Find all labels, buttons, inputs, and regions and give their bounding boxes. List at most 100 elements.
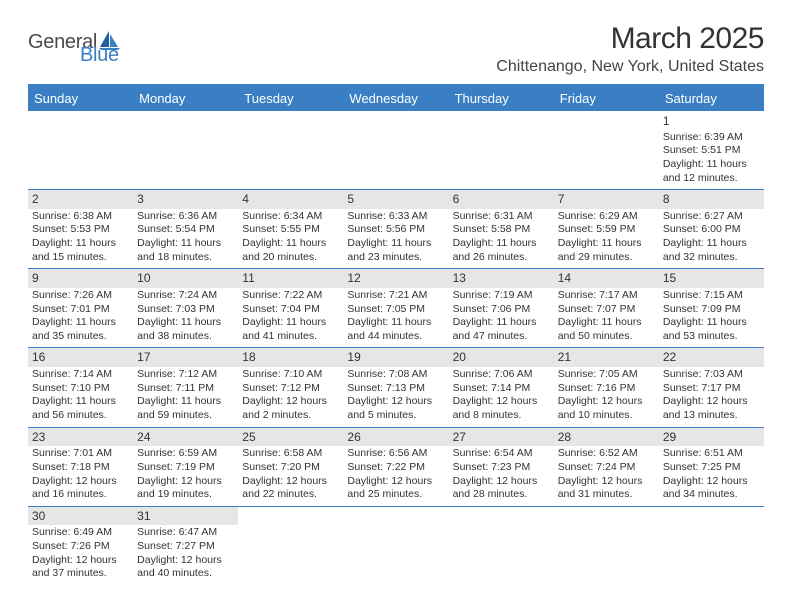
day-number: 25 — [238, 428, 343, 447]
daylight-line: Daylight: 12 hours and 19 minutes. — [137, 475, 234, 502]
sunrise-line: Sunrise: 7:12 AM — [137, 368, 234, 382]
sunset-line: Sunset: 5:56 PM — [347, 223, 444, 237]
day-number: 20 — [449, 348, 554, 367]
day-number: 10 — [133, 269, 238, 288]
day-number: 21 — [554, 348, 659, 367]
calendar-cell: 10Sunrise: 7:24 AMSunset: 7:03 PMDayligh… — [133, 269, 238, 348]
day-number: 24 — [133, 428, 238, 447]
calendar-cell: 18Sunrise: 7:10 AMSunset: 7:12 PMDayligh… — [238, 348, 343, 427]
day-info: Sunrise: 7:03 AMSunset: 7:17 PMDaylight:… — [663, 368, 760, 423]
sunrise-line: Sunrise: 6:59 AM — [137, 447, 234, 461]
sunrise-line: Sunrise: 7:05 AM — [558, 368, 655, 382]
daylight-line: Daylight: 11 hours and 15 minutes. — [32, 237, 129, 264]
day-info: Sunrise: 6:27 AMSunset: 6:00 PMDaylight:… — [663, 210, 760, 265]
sunset-line: Sunset: 7:23 PM — [453, 461, 550, 475]
weekday-header: Wednesday — [343, 85, 448, 111]
day-number: 8 — [659, 190, 764, 209]
sunset-line: Sunset: 5:53 PM — [32, 223, 129, 237]
day-number: 22 — [659, 348, 764, 367]
sunset-line: Sunset: 7:20 PM — [242, 461, 339, 475]
day-number: 23 — [28, 428, 133, 447]
calendar-cell: 22Sunrise: 7:03 AMSunset: 7:17 PMDayligh… — [659, 348, 764, 427]
calendar-cell — [659, 506, 764, 585]
sunrise-line: Sunrise: 6:47 AM — [137, 526, 234, 540]
day-info: Sunrise: 7:21 AMSunset: 7:05 PMDaylight:… — [347, 289, 444, 344]
calendar-cell: 28Sunrise: 6:52 AMSunset: 7:24 PMDayligh… — [554, 427, 659, 506]
weekday-header: Friday — [554, 85, 659, 111]
calendar-cell: 11Sunrise: 7:22 AMSunset: 7:04 PMDayligh… — [238, 269, 343, 348]
calendar-cell: 4Sunrise: 6:34 AMSunset: 5:55 PMDaylight… — [238, 190, 343, 269]
sunrise-line: Sunrise: 6:33 AM — [347, 210, 444, 224]
day-info: Sunrise: 7:15 AMSunset: 7:09 PMDaylight:… — [663, 289, 760, 344]
day-info: Sunrise: 6:33 AMSunset: 5:56 PMDaylight:… — [347, 210, 444, 265]
sunrise-line: Sunrise: 7:14 AM — [32, 368, 129, 382]
calendar-cell: 12Sunrise: 7:21 AMSunset: 7:05 PMDayligh… — [343, 269, 448, 348]
daylight-line: Daylight: 12 hours and 16 minutes. — [32, 475, 129, 502]
sunrise-line: Sunrise: 7:08 AM — [347, 368, 444, 382]
daylight-line: Daylight: 11 hours and 50 minutes. — [558, 316, 655, 343]
day-info: Sunrise: 6:52 AMSunset: 7:24 PMDaylight:… — [558, 447, 655, 502]
calendar-cell — [343, 506, 448, 585]
sunrise-line: Sunrise: 6:34 AM — [242, 210, 339, 224]
day-info: Sunrise: 7:10 AMSunset: 7:12 PMDaylight:… — [242, 368, 339, 423]
sunrise-line: Sunrise: 7:24 AM — [137, 289, 234, 303]
daylight-line: Daylight: 12 hours and 13 minutes. — [663, 395, 760, 422]
sunset-line: Sunset: 7:06 PM — [453, 303, 550, 317]
sunrise-line: Sunrise: 7:10 AM — [242, 368, 339, 382]
calendar-cell: 25Sunrise: 6:58 AMSunset: 7:20 PMDayligh… — [238, 427, 343, 506]
sunrise-line: Sunrise: 7:21 AM — [347, 289, 444, 303]
daylight-line: Daylight: 11 hours and 32 minutes. — [663, 237, 760, 264]
daylight-line: Daylight: 11 hours and 29 minutes. — [558, 237, 655, 264]
day-info: Sunrise: 7:19 AMSunset: 7:06 PMDaylight:… — [453, 289, 550, 344]
day-info: Sunrise: 7:01 AMSunset: 7:18 PMDaylight:… — [32, 447, 129, 502]
sunset-line: Sunset: 5:55 PM — [242, 223, 339, 237]
calendar-cell: 15Sunrise: 7:15 AMSunset: 7:09 PMDayligh… — [659, 269, 764, 348]
sunrise-line: Sunrise: 6:52 AM — [558, 447, 655, 461]
sunrise-line: Sunrise: 6:36 AM — [137, 210, 234, 224]
day-number: 16 — [28, 348, 133, 367]
daylight-line: Daylight: 11 hours and 53 minutes. — [663, 316, 760, 343]
sunrise-line: Sunrise: 6:39 AM — [663, 131, 760, 145]
sunset-line: Sunset: 5:58 PM — [453, 223, 550, 237]
calendar-cell: 26Sunrise: 6:56 AMSunset: 7:22 PMDayligh… — [343, 427, 448, 506]
daylight-line: Daylight: 12 hours and 2 minutes. — [242, 395, 339, 422]
day-info: Sunrise: 7:05 AMSunset: 7:16 PMDaylight:… — [558, 368, 655, 423]
sunset-line: Sunset: 7:12 PM — [242, 382, 339, 396]
day-number: 18 — [238, 348, 343, 367]
day-number: 27 — [449, 428, 554, 447]
sunrise-line: Sunrise: 7:19 AM — [453, 289, 550, 303]
day-number: 12 — [343, 269, 448, 288]
calendar-header-row: Sunday Monday Tuesday Wednesday Thursday… — [28, 85, 764, 111]
calendar-cell — [238, 506, 343, 585]
day-info: Sunrise: 6:29 AMSunset: 5:59 PMDaylight:… — [558, 210, 655, 265]
sunset-line: Sunset: 7:25 PM — [663, 461, 760, 475]
calendar-cell: 27Sunrise: 6:54 AMSunset: 7:23 PMDayligh… — [449, 427, 554, 506]
title-block: March 2025 Chittenango, New York, United… — [496, 22, 764, 76]
sunset-line: Sunset: 7:24 PM — [558, 461, 655, 475]
day-number: 29 — [659, 428, 764, 447]
sunset-line: Sunset: 7:09 PM — [663, 303, 760, 317]
calendar-cell: 19Sunrise: 7:08 AMSunset: 7:13 PMDayligh… — [343, 348, 448, 427]
calendar-row: 9Sunrise: 7:26 AMSunset: 7:01 PMDaylight… — [28, 269, 764, 348]
calendar-cell: 1Sunrise: 6:39 AMSunset: 5:51 PMDaylight… — [659, 111, 764, 190]
day-number: 4 — [238, 190, 343, 209]
day-number: 1 — [663, 114, 760, 130]
sunset-line: Sunset: 6:00 PM — [663, 223, 760, 237]
daylight-line: Daylight: 11 hours and 59 minutes. — [137, 395, 234, 422]
sunset-line: Sunset: 7:19 PM — [137, 461, 234, 475]
sunset-line: Sunset: 7:22 PM — [347, 461, 444, 475]
day-info: Sunrise: 6:51 AMSunset: 7:25 PMDaylight:… — [663, 447, 760, 502]
calendar-cell: 17Sunrise: 7:12 AMSunset: 7:11 PMDayligh… — [133, 348, 238, 427]
day-info: Sunrise: 6:58 AMSunset: 7:20 PMDaylight:… — [242, 447, 339, 502]
day-number: 2 — [28, 190, 133, 209]
brand-blue: Blue — [80, 44, 119, 66]
daylight-line: Daylight: 11 hours and 38 minutes. — [137, 316, 234, 343]
daylight-line: Daylight: 11 hours and 23 minutes. — [347, 237, 444, 264]
daylight-line: Daylight: 11 hours and 56 minutes. — [32, 395, 129, 422]
calendar-row: 1Sunrise: 6:39 AMSunset: 5:51 PMDaylight… — [28, 111, 764, 190]
calendar-cell: 8Sunrise: 6:27 AMSunset: 6:00 PMDaylight… — [659, 190, 764, 269]
sunset-line: Sunset: 7:16 PM — [558, 382, 655, 396]
daylight-line: Daylight: 12 hours and 22 minutes. — [242, 475, 339, 502]
daylight-line: Daylight: 12 hours and 28 minutes. — [453, 475, 550, 502]
day-info: Sunrise: 7:14 AMSunset: 7:10 PMDaylight:… — [32, 368, 129, 423]
